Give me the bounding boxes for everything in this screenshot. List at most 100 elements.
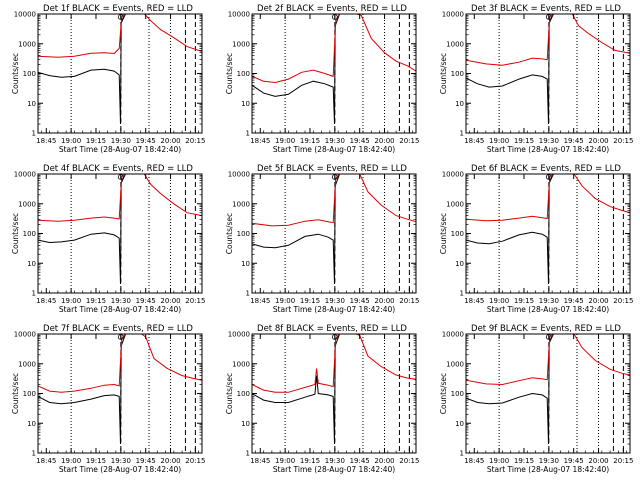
- series-lld-line: [252, 14, 416, 84]
- x-tick-label: 19:00: [61, 457, 81, 465]
- panel-title: Det 9f BLACK = Events, RED = LLD: [471, 324, 621, 334]
- panel-6: Det 6f BLACK = Events, RED = LLD 1 10 100 10…: [439, 164, 633, 314]
- x-tick-label: 18:45: [464, 137, 484, 145]
- series-lld-line: [466, 334, 630, 386]
- y-tick-label: 1: [246, 130, 250, 138]
- x-tick-label: 20:00: [374, 457, 394, 465]
- x-tick-label: 19:30: [325, 137, 345, 145]
- x-tick-label: 19:15: [86, 457, 106, 465]
- x-tick-label: 19:00: [489, 297, 509, 305]
- y-tick-label: 10000: [228, 11, 250, 19]
- x-tick-label: 20:15: [613, 137, 633, 145]
- y-tick-label: 1000: [18, 360, 36, 368]
- y-tick-label: 10000: [442, 331, 464, 339]
- y-axis-label: Counts/sec: [225, 53, 234, 94]
- x-tick-label: 20:00: [160, 457, 180, 465]
- x-tick-label: 19:45: [136, 297, 156, 305]
- panel-title: Det 5f BLACK = Events, RED = LLD: [257, 164, 407, 174]
- y-tick-label: 1000: [446, 360, 464, 368]
- y-tick-label: 100: [451, 390, 464, 398]
- x-tick-label: 18:45: [250, 297, 270, 305]
- x-tick-label: 20:15: [399, 137, 419, 145]
- y-tick-label: 100: [237, 70, 250, 78]
- x-axis-label: Start Time (28-Aug-07 18:42:40): [59, 305, 181, 314]
- y-tick-label: 10: [241, 420, 250, 428]
- y-tick-label: 1: [32, 130, 36, 138]
- panel-8: Det 8f BLACK = Events, RED = LLD 1 10 100 10…: [225, 324, 419, 474]
- series-events-line: [38, 334, 127, 445]
- x-tick-label: 19:15: [300, 457, 320, 465]
- y-tick-label: 1: [460, 130, 464, 138]
- y-tick-label: 10000: [228, 331, 250, 339]
- series-events-line: [252, 14, 341, 125]
- x-tick-label: 19:00: [489, 137, 509, 145]
- x-tick-label: 20:15: [185, 297, 205, 305]
- panel-7: Det 7f BLACK = Events, RED = LLD 1 10 100 10…: [11, 324, 205, 474]
- y-tick-label: 100: [451, 70, 464, 78]
- y-tick-label: 1: [460, 290, 464, 298]
- y-tick-label: 10: [27, 260, 36, 268]
- x-tick-label: 19:45: [564, 297, 584, 305]
- x-tick-label: 20:00: [160, 137, 180, 145]
- y-tick-label: 10000: [442, 11, 464, 19]
- panel-title: Det 2f BLACK = Events, RED = LLD: [257, 4, 407, 14]
- y-tick-label: 100: [237, 390, 250, 398]
- x-tick-label: 20:15: [613, 297, 633, 305]
- x-tick-label: 20:00: [588, 137, 608, 145]
- y-tick-label: 10: [241, 100, 250, 108]
- series-events-line: [38, 174, 127, 285]
- y-axis-label: Counts/sec: [11, 53, 20, 94]
- x-tick-label: 18:45: [36, 457, 56, 465]
- x-tick-label: 20:15: [185, 457, 205, 465]
- x-tick-label: 19:45: [350, 137, 370, 145]
- x-axis-label: Start Time (28-Aug-07 18:42:40): [487, 145, 609, 154]
- panel-2: Det 2f BLACK = Events, RED = LLD 1 10 100 10…: [225, 4, 419, 154]
- x-tick-label: 20:15: [399, 457, 419, 465]
- x-tick-label: 19:30: [111, 297, 131, 305]
- y-tick-label: 1000: [232, 360, 250, 368]
- panel-5: Det 5f BLACK = Events, RED = LLD 1 10 100 10…: [225, 164, 419, 314]
- y-axis-label: Counts/sec: [11, 213, 20, 254]
- x-tick-label: 19:30: [325, 457, 345, 465]
- x-tick-label: 19:00: [61, 297, 81, 305]
- y-tick-label: 10: [455, 260, 464, 268]
- x-tick-label: 20:15: [613, 457, 633, 465]
- x-tick-label: 19:00: [61, 137, 81, 145]
- x-tick-label: 20:00: [374, 297, 394, 305]
- x-tick-label: 20:15: [399, 297, 419, 305]
- series-lld-line: [38, 334, 202, 393]
- y-tick-label: 100: [237, 230, 250, 238]
- y-tick-label: 10000: [442, 171, 464, 179]
- y-axis-label: Counts/sec: [225, 373, 234, 414]
- y-tick-label: 10: [27, 100, 36, 108]
- y-axis-label: Counts/sec: [439, 373, 448, 414]
- series-events-line: [252, 174, 341, 285]
- x-tick-label: 19:45: [136, 137, 156, 145]
- y-axis-label: Counts/sec: [225, 213, 234, 254]
- y-tick-label: 10000: [14, 331, 36, 339]
- y-tick-label: 100: [451, 230, 464, 238]
- y-tick-label: 1000: [446, 40, 464, 48]
- panel-title: Det 8f BLACK = Events, RED = LLD: [257, 324, 407, 334]
- y-tick-label: 1: [246, 450, 250, 458]
- panel-title: Det 6f BLACK = Events, RED = LLD: [471, 164, 621, 174]
- y-tick-label: 10: [241, 260, 250, 268]
- series-lld-line: [466, 174, 630, 222]
- series-events-line: [466, 14, 555, 125]
- y-tick-label: 1: [460, 450, 464, 458]
- y-tick-label: 100: [23, 70, 36, 78]
- y-tick-label: 100: [23, 230, 36, 238]
- y-tick-label: 10000: [228, 171, 250, 179]
- panel-title: Det 3f BLACK = Events, RED = LLD: [471, 4, 621, 14]
- x-axis-label: Start Time (28-Aug-07 18:42:40): [59, 145, 181, 154]
- y-axis-label: Counts/sec: [439, 213, 448, 254]
- x-tick-label: 19:15: [86, 297, 106, 305]
- y-tick-label: 1: [246, 290, 250, 298]
- series-events-line: [466, 334, 555, 445]
- x-tick-label: 19:15: [86, 137, 106, 145]
- panel-title: Det 4f BLACK = Events, RED = LLD: [43, 164, 193, 174]
- x-tick-label: 18:45: [36, 297, 56, 305]
- x-tick-label: 19:15: [300, 137, 320, 145]
- x-tick-label: 20:00: [588, 297, 608, 305]
